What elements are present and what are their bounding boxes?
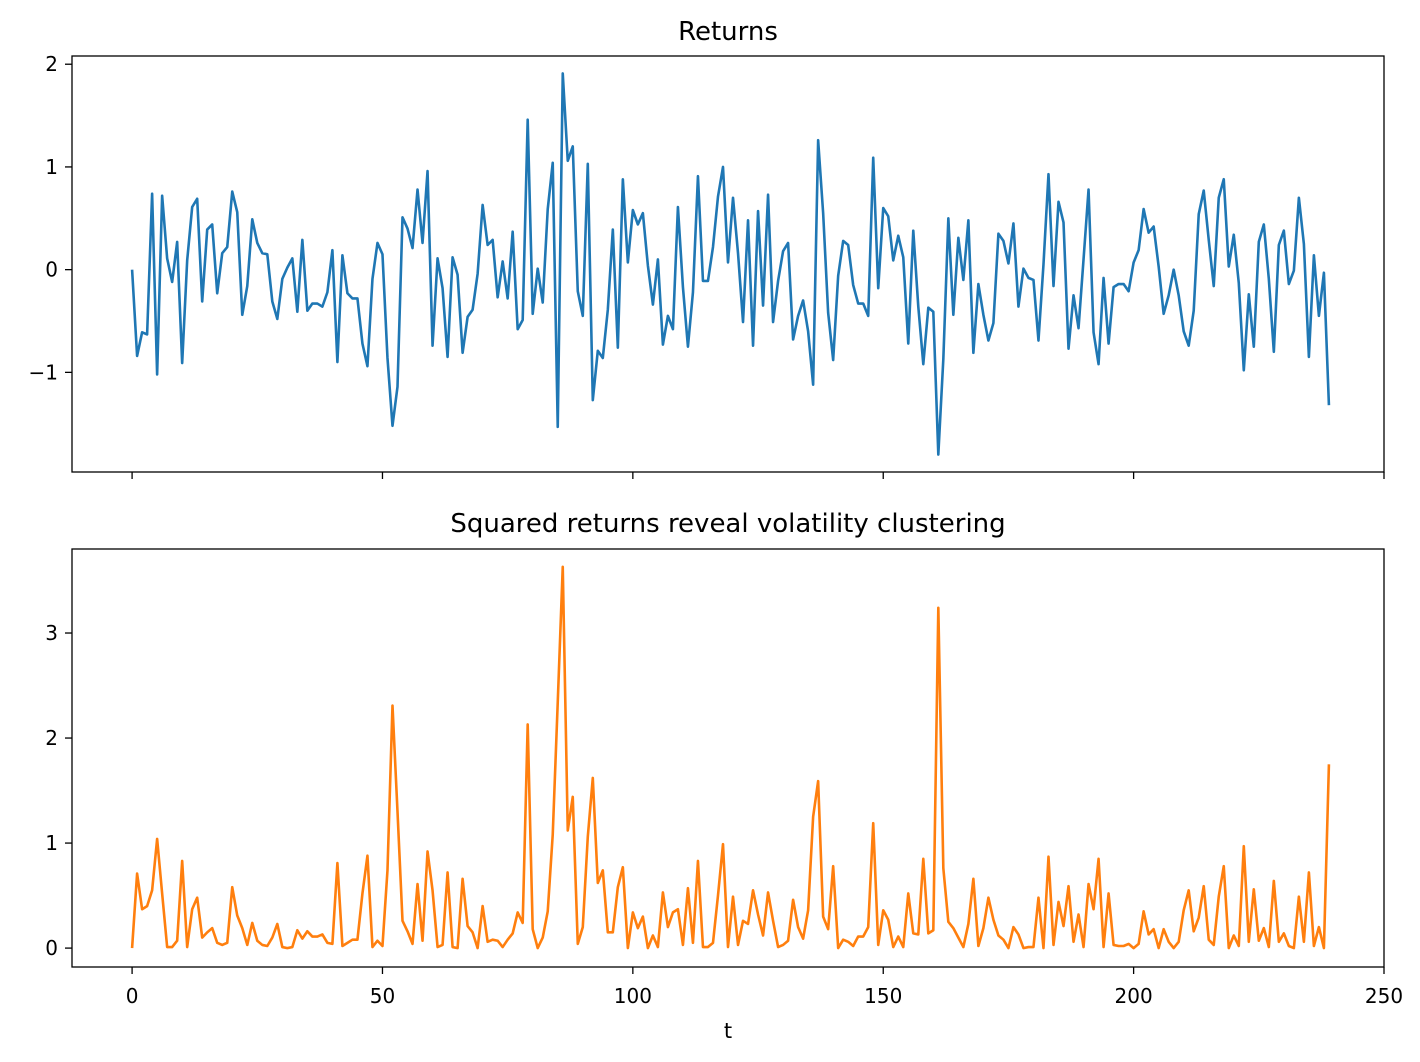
y-tick-label: 1 — [45, 831, 58, 855]
x-tick-label: 250 — [1365, 984, 1403, 1008]
series-line — [130, 72, 1331, 456]
plot-frame — [71, 55, 1385, 473]
y-tick-label: 2 — [45, 52, 58, 76]
series-line — [130, 565, 1331, 950]
y-tick-label: 0 — [45, 936, 58, 960]
x-tick-label: 100 — [614, 984, 652, 1008]
x-axis-label: t — [724, 1019, 732, 1043]
x-tick-label: 150 — [864, 984, 902, 1008]
returns-panel: Returns −1 0 1 2 — [29, 17, 1385, 479]
y-tick-label: 3 — [45, 621, 58, 645]
y-tick-label: 2 — [45, 726, 58, 750]
y-tick-label: 1 — [45, 155, 58, 179]
y-tick-label: −1 — [29, 360, 58, 384]
x-tick-label: 0 — [126, 984, 139, 1008]
chart-title: Squared returns reveal volatility cluste… — [450, 509, 1005, 539]
y-tick-label: 0 — [45, 258, 58, 282]
x-tick-label: 50 — [370, 984, 395, 1008]
squared-returns-panel: Squared returns reveal volatility cluste… — [45, 509, 1403, 1043]
plot-frame — [71, 548, 1385, 968]
x-tick-label: 200 — [1115, 984, 1153, 1008]
chart-title: Returns — [678, 17, 778, 47]
